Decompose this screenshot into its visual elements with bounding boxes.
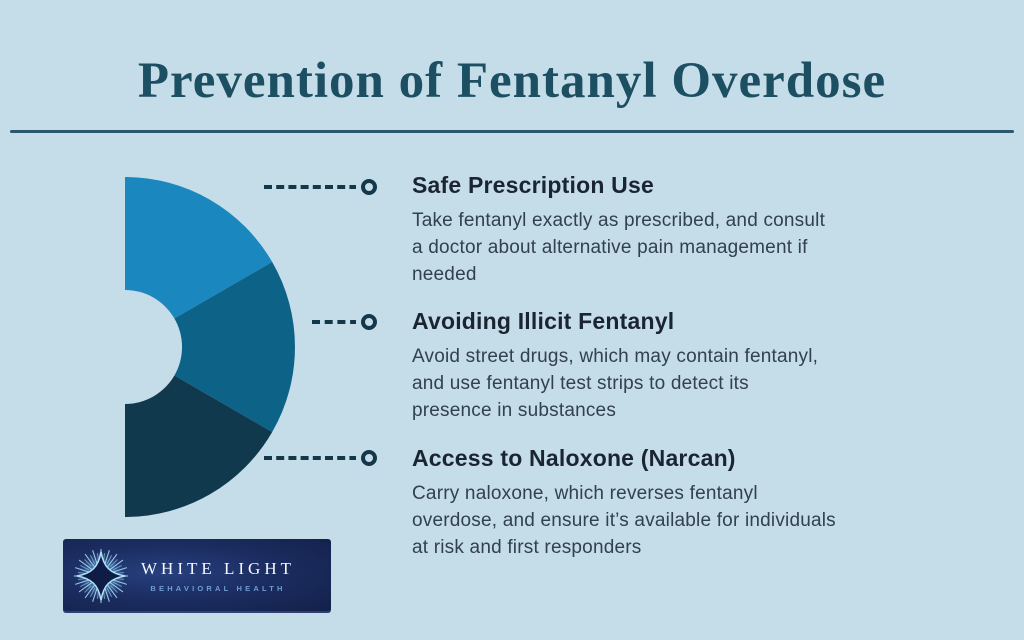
starburst-star: [76, 551, 126, 601]
section-heading: Access to Naloxone (Narcan): [412, 445, 736, 471]
logo-text: WHITE LIGHT BEHAVIORAL HEALTH: [141, 559, 295, 593]
section-body: Take fentanyl exactly as prescribed, and…: [412, 210, 826, 285]
section-heading: Safe Prescription Use: [412, 172, 654, 198]
section-safe-prescription-use: Safe Prescription Use Take fentanyl exac…: [412, 172, 917, 288]
section-access-to-naloxone: Access to Naloxone (Narcan) Carry naloxo…: [412, 445, 917, 561]
starburst-icon: [73, 548, 129, 604]
connector-endpoint-ring-2: [361, 314, 377, 330]
connector-endpoint-ring-3: [361, 450, 377, 466]
donut-segment-avoiding-illicit: [174, 262, 295, 432]
donut-segment-naloxone-access: [125, 375, 273, 517]
logo-white-light-behavioral-health: WHITE LIGHT BEHAVIORAL HEALTH: [63, 539, 331, 613]
section-body: Carry naloxone, which reverses fentanyl …: [412, 483, 836, 558]
section-heading: Avoiding Illicit Fentanyl: [412, 308, 675, 334]
logo-name: WHITE LIGHT: [141, 559, 295, 578]
connector-endpoint-ring-1: [361, 179, 377, 195]
section-body: Avoid street drugs, which may contain fe…: [412, 346, 819, 421]
logo-tagline: BEHAVIORAL HEALTH: [150, 584, 286, 593]
section-avoiding-illicit-fentanyl: Avoiding Illicit Fentanyl Avoid street d…: [412, 308, 917, 424]
title-underline: [10, 130, 1014, 133]
connector-lines: [264, 179, 377, 466]
starburst-rays: [73, 548, 129, 604]
page-title: Prevention of Fentanyl Overdose: [137, 53, 887, 109]
donut-segment-safe-prescription: [125, 177, 273, 319]
